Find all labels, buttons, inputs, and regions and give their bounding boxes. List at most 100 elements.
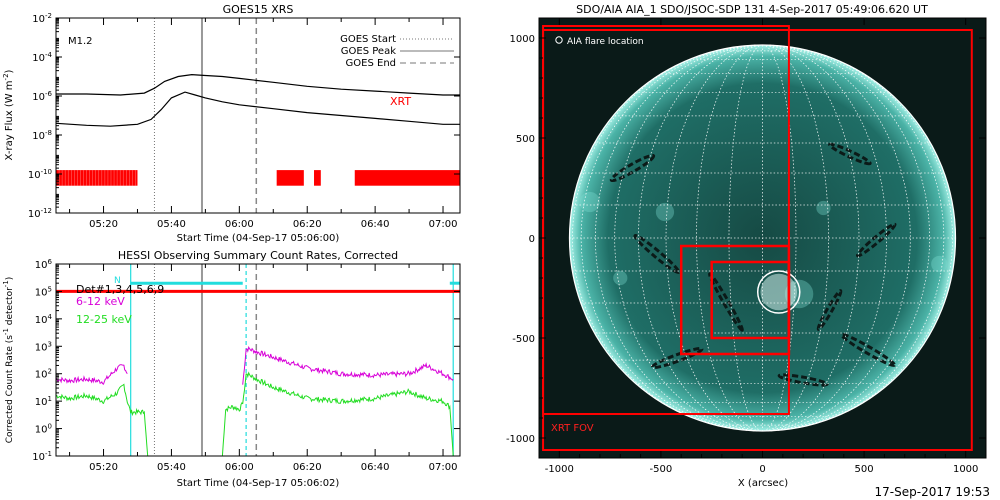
hessi-axes: 106 105 104 103 102 101 100 10-1 05:20 05:40 06:00… xyxy=(32,258,460,473)
aia-y-tick-label: 0 xyxy=(529,234,535,245)
sun-filament xyxy=(816,289,843,331)
goes-x-tick-label: 06:00 xyxy=(225,219,254,230)
goes-axes: 10-2 10-4 10-6 10-8 10-10 10-12 05:20 05:40 06:0… xyxy=(28,12,460,230)
aia-legend: AIA flare location xyxy=(555,36,644,47)
hessi-legend-high: 12-25 keV xyxy=(76,313,132,326)
goes-series-long xyxy=(56,73,460,96)
aia-legend-circle xyxy=(555,36,563,44)
goes-xrt-coverage-bar xyxy=(276,170,304,186)
hessi-plot-frame xyxy=(55,263,461,457)
hessi-series-6-12-kev xyxy=(56,364,128,385)
goes-x-tick-label: 07:00 xyxy=(429,219,458,230)
aia-x-tick-label: 0 xyxy=(759,464,765,475)
sun-longitude-line xyxy=(696,44,763,432)
hessi-x-tick-label: 05:40 xyxy=(157,462,186,473)
hessi-xlabel: Start Time (04-Sep-17 05:06:02) xyxy=(177,478,340,489)
goes-legend-start: GOES Start xyxy=(340,34,396,45)
aia-y-tick-label: 1000 xyxy=(510,34,535,45)
aia-xlabel: X (arcsec) xyxy=(738,478,788,489)
aia-x-tick-label: 500 xyxy=(855,464,874,475)
sun-longitude-line xyxy=(762,44,953,432)
hessi-legend: N Det#1,3,4,5,6,9 6-12 keV 12-25 keV xyxy=(76,276,164,326)
aia-y-tick-label: -500 xyxy=(512,334,535,345)
sun-longitude-line xyxy=(595,44,763,432)
goes-flare-class: M1.2 xyxy=(68,36,93,47)
aia-image-layer xyxy=(542,25,973,451)
sun-bright-region xyxy=(613,270,628,286)
goes-xrt-coverage-bar xyxy=(354,170,460,186)
aia-axes: -1000 -500 0 500 1000 -1000 -500 0 500 1000 xyxy=(506,18,986,475)
goes-series-layer xyxy=(56,18,460,213)
hessi-series-6-12-kev xyxy=(242,345,454,385)
hessi-title: HESSI Observing Summary Count Rates, Cor… xyxy=(118,249,398,262)
hessi-x-tick-label: 07:00 xyxy=(429,462,458,473)
sun-filament xyxy=(828,142,872,166)
goes-plot-frame xyxy=(55,17,461,214)
footer-timestamp: 17-Sep-2017 19:53 xyxy=(875,485,990,499)
sun-longitude-line xyxy=(762,44,797,432)
goes-x-tick-label: 05:20 xyxy=(89,219,118,230)
sun-limb xyxy=(568,44,957,432)
hessi-y-tick-label: 103 xyxy=(35,340,52,353)
hessi-series-12-25-kev xyxy=(56,383,149,456)
hessi-x-tick-label: 06:20 xyxy=(293,462,322,473)
goes-legend: GOES Start GOES Peak GOES End xyxy=(340,34,454,69)
sun-longitude-line xyxy=(762,44,829,432)
goes-y-tick-label: 10-4 xyxy=(32,51,52,64)
aia-x-tick-label: -500 xyxy=(650,464,673,475)
sun-bright-region xyxy=(579,191,600,213)
goes-xlabel: Start Time (04-Sep-17 05:06:00) xyxy=(177,233,340,244)
hessi-series-12-25-kev xyxy=(242,371,454,456)
sun-filament xyxy=(708,272,744,332)
goes-title: GOES15 XRS xyxy=(223,3,294,16)
goes-legend-end: GOES End xyxy=(346,58,396,69)
hessi-series-layer xyxy=(56,264,460,456)
aia-xrt-fov-label: XRT FOV xyxy=(551,423,594,434)
sun-longitude-line xyxy=(638,44,763,432)
hessi-y-tick-label: 10-1 xyxy=(32,450,52,463)
hessi-y-tick-label: 104 xyxy=(35,313,53,326)
aia-y-tick-label: 500 xyxy=(516,134,535,145)
hessi-y-tick-label: 102 xyxy=(35,368,52,381)
goes-ylabel: X-ray Flux (W m-2) xyxy=(2,69,15,160)
hessi-x-tick-label: 05:20 xyxy=(89,462,118,473)
sun-filament xyxy=(609,153,656,183)
aia-panel: SDO/AIA AIA_1 SDO/JSOC-SDP 131 4-Sep-201… xyxy=(506,3,987,489)
hessi-legend-tag: N xyxy=(114,276,121,286)
hessi-y-tick-label: 105 xyxy=(35,285,52,298)
hessi-y-tick-label: 106 xyxy=(35,258,53,271)
goes-series-short xyxy=(56,91,460,127)
hessi-legend-low: 6-12 keV xyxy=(76,295,125,308)
goes-y-tick-label: 10-10 xyxy=(28,168,52,181)
aia-y-tick-label: -1000 xyxy=(506,434,535,445)
hessi-ylabel: Corrected Count Rate (s-1 detector-1) xyxy=(2,277,15,444)
sun-bright-region xyxy=(931,255,948,273)
sun-longitude-line xyxy=(572,44,763,432)
aia-x-tick-label: 1000 xyxy=(953,464,978,475)
aia-title: SDO/AIA AIA_1 SDO/JSOC-SDP 131 4-Sep-201… xyxy=(576,3,928,16)
aia-x-tick-label: -1000 xyxy=(545,464,574,475)
hessi-legend-det: Det#1,3,4,5,6,9 xyxy=(76,283,164,296)
goes-x-tick-label: 06:20 xyxy=(293,219,322,230)
xrt-fov-box xyxy=(542,29,973,451)
flare-location-circle xyxy=(756,270,801,314)
goes-y-tick-label: 10-6 xyxy=(32,90,52,103)
hessi-x-tick-label: 06:40 xyxy=(361,462,390,473)
sun-filament xyxy=(650,346,704,370)
goes-x-tick-label: 05:40 xyxy=(157,219,186,230)
sun-longitude-line xyxy=(762,44,944,432)
sun-longitude-line xyxy=(762,44,930,432)
goes-y-tick-label: 10-8 xyxy=(32,129,52,142)
goes-xrt-label: XRT xyxy=(390,95,411,108)
hessi-series-12-25-kev xyxy=(221,402,244,456)
goes-xrt-coverage-bar xyxy=(314,170,321,186)
sun-bright-region xyxy=(655,202,675,222)
hessi-panel: HESSI Observing Summary Count Rates, Cor… xyxy=(2,249,461,489)
sun-bright-region xyxy=(816,200,831,216)
goes-y-tick-label: 10-2 xyxy=(32,12,52,25)
sun-longitude-line xyxy=(581,44,763,432)
sun-filament xyxy=(777,373,829,387)
sun-longitude-line xyxy=(728,44,763,432)
sun-longitude-line xyxy=(762,44,887,432)
